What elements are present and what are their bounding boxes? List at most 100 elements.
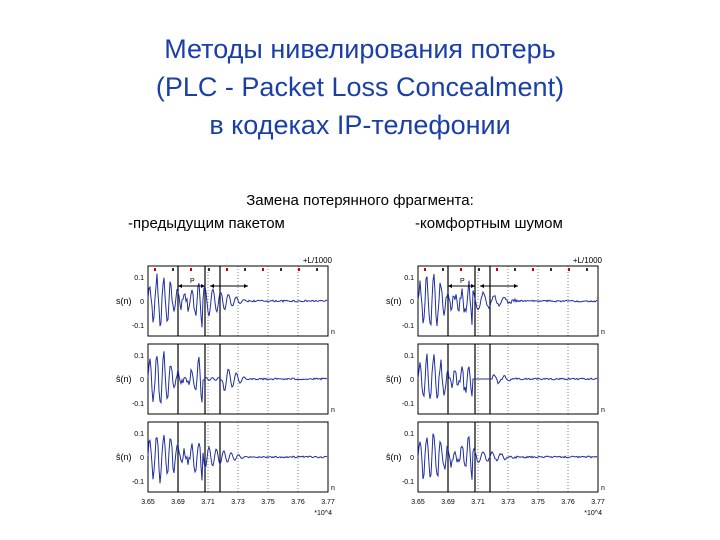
subplot: s(n) 0.1 0 -0.1 n <box>386 265 605 337</box>
x-axis-letter: n <box>601 329 605 336</box>
y-tick-label: -0.1 <box>402 323 414 330</box>
packet-marker <box>280 268 282 271</box>
subplot-y-label: ŝ(n) <box>386 452 402 462</box>
packet-marker <box>424 268 426 271</box>
packet-marker <box>586 268 588 271</box>
x-tick-label: 3.76 <box>561 499 575 506</box>
packet-marker-row <box>154 268 318 271</box>
x-axis-letter: n <box>331 407 335 414</box>
subplot-y-label: s(n) <box>386 296 402 306</box>
waveform-figure-comfort-noise: +L/1000 s(n) 0.1 0 -0.1 n ŝ(n) 0.1 0 -0.1 n ŝ(n) 0.1… <box>382 248 632 518</box>
waveform-trace <box>417 274 598 327</box>
y-tick-label: 0 <box>140 455 144 462</box>
y-tick-label: 0 <box>140 299 144 306</box>
subplot-y-label: ŝ(n) <box>116 374 132 384</box>
arrow-head <box>244 284 248 288</box>
x-axis-letter: n <box>331 329 335 336</box>
y-tick-label: -0.1 <box>402 479 414 486</box>
y-tick-label: 0.1 <box>134 275 144 282</box>
title-line: (PLC - Packet Loss Concealment) <box>155 72 565 102</box>
packet-marker <box>262 268 264 271</box>
packet-marker <box>316 268 318 271</box>
title-line: Методы нивелирования потерь <box>164 34 556 64</box>
slide-title: Методы нивелирования потерь (PLC - Packe… <box>0 30 720 144</box>
y-tick-label: 0 <box>410 377 414 384</box>
packet-marker <box>298 268 300 271</box>
x-tick-label: 3.65 <box>141 499 155 506</box>
x-tick-label: 3.65 <box>411 499 425 506</box>
subplot-y-label: s(n) <box>116 296 132 306</box>
waveform-trace <box>417 433 598 480</box>
x-unit-label: *10^4 <box>314 510 332 517</box>
y-tick-label: -0.1 <box>132 323 144 330</box>
y-tick-label: 0.1 <box>134 431 144 438</box>
x-axis-letter: n <box>601 485 605 492</box>
packet-marker <box>550 268 552 271</box>
arrow-head <box>480 284 484 288</box>
waveform-trace <box>417 353 598 399</box>
subtitle: Замена потерянного фрагмента: <box>246 192 474 209</box>
packet-marker <box>532 268 534 271</box>
subplot: ŝ(n) 0.1 0 -0.1 n <box>386 421 605 493</box>
packet-marker <box>568 268 570 271</box>
packet-marker <box>172 268 174 271</box>
y-tick-label: 0 <box>140 377 144 384</box>
subplot-y-label: ŝ(n) <box>386 374 402 384</box>
packet-marker <box>208 268 210 271</box>
x-tick-label: 3.76 <box>291 499 305 506</box>
x-tick-label: 3.69 <box>171 499 185 506</box>
packet-marker <box>244 268 246 271</box>
subplot: s(n) 0.1 0 -0.1 n <box>116 265 335 337</box>
x-axis-letter: n <box>601 407 605 414</box>
subplot-y-label: ŝ(n) <box>116 452 132 462</box>
packet-marker-row <box>424 268 588 271</box>
waveform-trace <box>147 351 328 405</box>
subplot: ŝ(n) 0.1 0 -0.1 n <box>116 421 335 493</box>
title-line: в кодеках IP-телефонии <box>209 110 511 140</box>
x-axis-letter: n <box>331 485 335 492</box>
packet-marker <box>442 268 444 271</box>
arrow-head <box>471 284 475 288</box>
x-tick-label: 3.73 <box>501 499 515 506</box>
y-tick-label: -0.1 <box>402 401 414 408</box>
y-tick-label: 0.1 <box>404 353 414 360</box>
y-tick-label: 0.1 <box>404 431 414 438</box>
x-tick-label: 3.75 <box>261 499 275 506</box>
x-tick-label: 3.71 <box>201 499 215 506</box>
subplot: ŝ(n) 0.1 0 -0.1 n <box>116 343 335 415</box>
x-tick-label: 3.71 <box>471 499 485 506</box>
waveform-svg: +L/1000 s(n) 0.1 0 -0.1 n ŝ(n) 0.1 0 -0.1 n ŝ(n) 0.1… <box>386 256 605 517</box>
plot-header-label: +L/1000 <box>573 256 603 265</box>
arrow-head <box>448 284 452 288</box>
x-tick-label: 3.77 <box>321 499 335 506</box>
option-previous-packet: -предыдущим пакетом <box>128 215 285 232</box>
packet-marker <box>226 268 228 271</box>
waveform-trace <box>147 434 328 484</box>
arrow-head <box>514 284 518 288</box>
y-tick-label: 0 <box>410 455 414 462</box>
waveform-trace <box>147 273 328 328</box>
packet-marker <box>478 268 480 271</box>
interval-marker-label: P <box>190 278 195 285</box>
arrow-head <box>201 284 205 288</box>
interval-marker-label: P <box>460 278 465 285</box>
y-tick-label: -0.1 <box>132 401 144 408</box>
y-tick-label: -0.1 <box>132 479 144 486</box>
subplot: ŝ(n) 0.1 0 -0.1 n <box>386 343 605 415</box>
x-tick-label: 3.77 <box>591 499 605 506</box>
arrow-head <box>210 284 214 288</box>
x-tick-label: 3.69 <box>441 499 455 506</box>
packet-marker <box>460 268 462 271</box>
y-tick-label: 0.1 <box>134 353 144 360</box>
plot-header-label: +L/1000 <box>303 256 333 265</box>
y-tick-label: 0.1 <box>404 275 414 282</box>
arrow-head <box>178 284 182 288</box>
x-tick-label: 3.75 <box>531 499 545 506</box>
x-tick-label: 3.73 <box>231 499 245 506</box>
option-comfort-noise: -комфортным шумом <box>415 215 563 232</box>
x-unit-label: *10^4 <box>584 510 602 517</box>
packet-marker <box>190 268 192 271</box>
waveform-svg: +L/1000 s(n) 0.1 0 -0.1 n ŝ(n) 0.1 0 -0.1 n ŝ(n) 0.1… <box>116 256 335 517</box>
waveform-figure-previous-packet: +L/1000 s(n) 0.1 0 -0.1 n ŝ(n) 0.1 0 -0.1 n ŝ(n) 0.1… <box>112 248 362 518</box>
packet-marker <box>496 268 498 271</box>
